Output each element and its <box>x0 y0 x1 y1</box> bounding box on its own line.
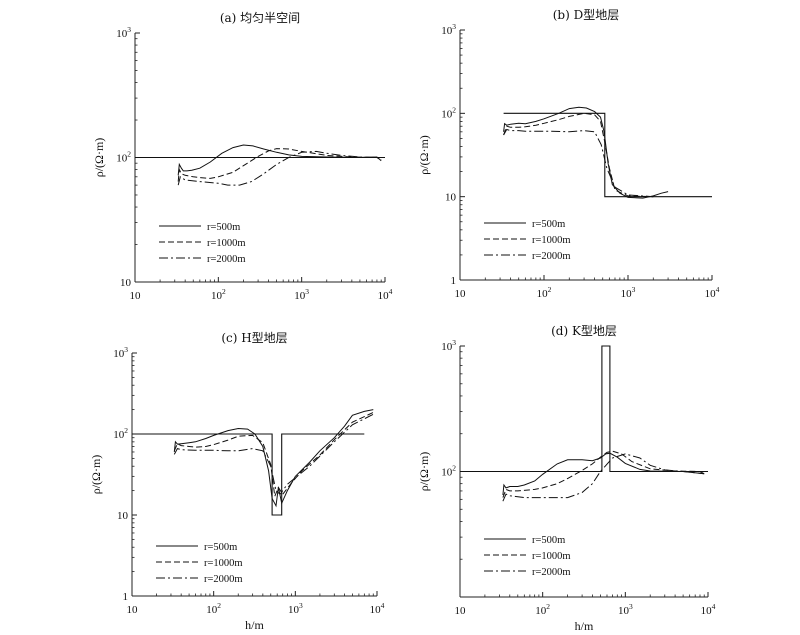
y-tick-label: 103 <box>116 25 131 40</box>
y-axis-label: ρ/(Ω·m) <box>417 135 431 175</box>
series-line-3 <box>502 453 705 502</box>
x-axis-label: h/m <box>575 619 594 633</box>
series-line-2 <box>503 112 654 198</box>
series-line-2 <box>502 450 705 498</box>
legend: r=500m r=1000m r=2000m <box>484 535 571 578</box>
legend: r=500m r=1000m r=2000m <box>159 222 246 265</box>
y-tick-label: 10 <box>117 510 129 522</box>
model-line <box>132 433 365 516</box>
y-axis-label: ρ/(Ω·m) <box>89 455 103 495</box>
x-tick-label: 102 <box>206 601 221 616</box>
x-tick-label: 102 <box>537 285 552 300</box>
model-line <box>503 112 712 198</box>
x-tick-label: 104 <box>378 287 393 302</box>
legend-label: r=2000m <box>532 251 571 262</box>
x-tick-label: 10 <box>455 605 467 617</box>
legend-label: r=1000m <box>532 235 571 246</box>
x-tick-label: 10 <box>127 604 139 616</box>
y-tick-label: 10 <box>120 277 132 289</box>
panel-title: (d) K型地层 <box>551 324 617 338</box>
legend: r=500m r=1000m r=2000m <box>484 219 571 262</box>
series-line-2 <box>177 148 382 182</box>
y-axis-label: ρ/(Ω·m) <box>417 452 431 492</box>
series-line-1 <box>173 409 374 508</box>
y-tick-label: 103 <box>113 345 128 360</box>
x-tick-label: 103 <box>621 285 636 300</box>
model-line <box>460 345 708 473</box>
y-axis-label: ρ/(Ω·m) <box>92 138 106 178</box>
legend-label: r=1000m <box>532 551 571 562</box>
series-line-1 <box>177 144 382 176</box>
series-line-3 <box>173 413 374 496</box>
x-tick-label: 104 <box>701 602 716 617</box>
series-line-2 <box>173 411 374 499</box>
x-tick-label: 102 <box>211 287 226 302</box>
panel-title: (b) D型地层 <box>553 8 619 22</box>
y-tick-label: 103 <box>441 22 456 37</box>
y-tick-label: 10 <box>445 192 457 204</box>
series-line-1 <box>502 452 705 496</box>
legend-label: r=2000m <box>204 574 243 585</box>
y-tick-label: 103 <box>441 338 456 353</box>
series-line-3 <box>503 128 654 198</box>
legend-label: r=500m <box>204 542 237 553</box>
panel-title: (a) 均匀半空间 <box>220 11 300 25</box>
legend-label: r=500m <box>207 222 240 233</box>
x-tick-label: 102 <box>535 602 550 617</box>
legend-label: r=2000m <box>207 254 246 265</box>
x-tick-label: 104 <box>370 601 385 616</box>
panel-title: (c) H型地层 <box>221 331 287 345</box>
legend-label: r=1000m <box>204 558 243 569</box>
x-tick-label: 10 <box>455 288 467 300</box>
x-tick-label: 103 <box>618 602 633 617</box>
panel-d: (d) K型地层 10 102 103 104 102 103 ρ/(Ω·m) h/m r=500… <box>417 324 716 633</box>
x-tick-label: 10 <box>130 290 142 302</box>
y-tick-label: 102 <box>113 426 128 441</box>
series-line-1 <box>503 106 669 199</box>
x-axis-label: h/m <box>245 618 264 632</box>
y-tick-label: 1 <box>123 591 129 603</box>
legend-label: r=1000m <box>207 238 246 249</box>
legend-label: r=500m <box>532 219 565 230</box>
legend-label: r=2000m <box>532 567 571 578</box>
panel-a: (a) 均匀半空间 10 102 103 104 10 102 103 ρ/(Ω·m) r=500… <box>92 11 393 302</box>
y-tick-label: 102 <box>441 464 456 479</box>
y-tick-label: 1 <box>451 275 457 287</box>
x-tick-label: 103 <box>294 287 309 302</box>
y-tick-label: 102 <box>116 150 131 165</box>
x-tick-label: 104 <box>705 285 720 300</box>
legend-label: r=500m <box>532 535 565 546</box>
y-tick-label: 102 <box>441 105 456 120</box>
series-line-3 <box>177 150 382 186</box>
legend: r=500m r=1000m r=2000m <box>156 542 243 585</box>
x-tick-label: 103 <box>288 601 303 616</box>
